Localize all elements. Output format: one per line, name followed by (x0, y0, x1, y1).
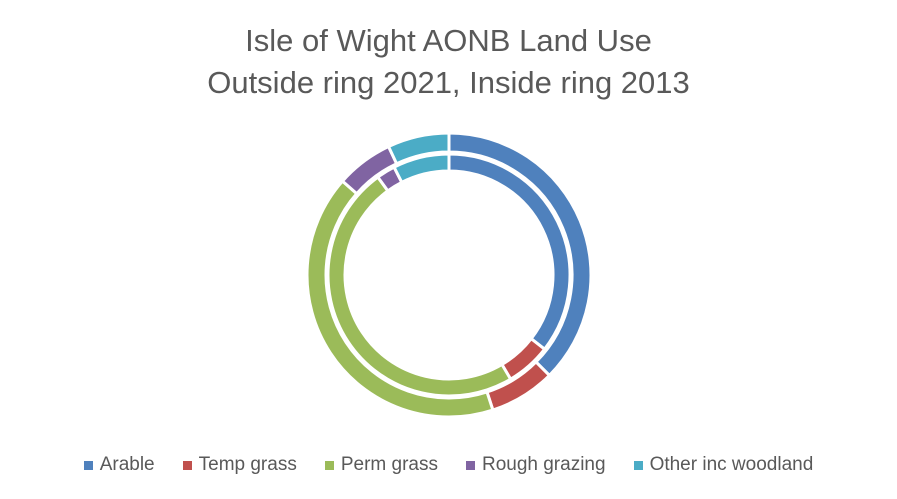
legend-item: Perm grass (324, 454, 438, 476)
legend-swatch (633, 460, 643, 470)
legend-item: Temp grass (182, 454, 297, 476)
inner-ring-slice-other-inc-woodland (392, 152, 451, 185)
legend-label: Other inc woodland (649, 454, 814, 475)
legend-swatch (83, 460, 93, 470)
legend-swatch (465, 460, 475, 470)
legend-swatch (324, 460, 334, 470)
chart-title: Isle of Wight AONB Land Use (245, 23, 652, 58)
chart-legend: Arable Temp grass Perm grass Rough grazing O… (0, 451, 897, 479)
donut-chart (305, 131, 593, 419)
legend-label: Arable (99, 454, 155, 475)
legend-label: Perm grass (340, 454, 438, 475)
legend-item: Rough grazing (465, 454, 606, 476)
outer-ring-slice-other-inc-woodland (386, 131, 451, 166)
legend-label: Temp grass (198, 454, 297, 475)
legend-label: Rough grazing (481, 454, 606, 475)
legend-swatch (182, 460, 192, 470)
chart-subtitle: Outside ring 2021, Inside ring 2013 (207, 65, 690, 100)
legend-item: Arable (83, 454, 155, 476)
legend-item: Other inc woodland (633, 454, 814, 476)
